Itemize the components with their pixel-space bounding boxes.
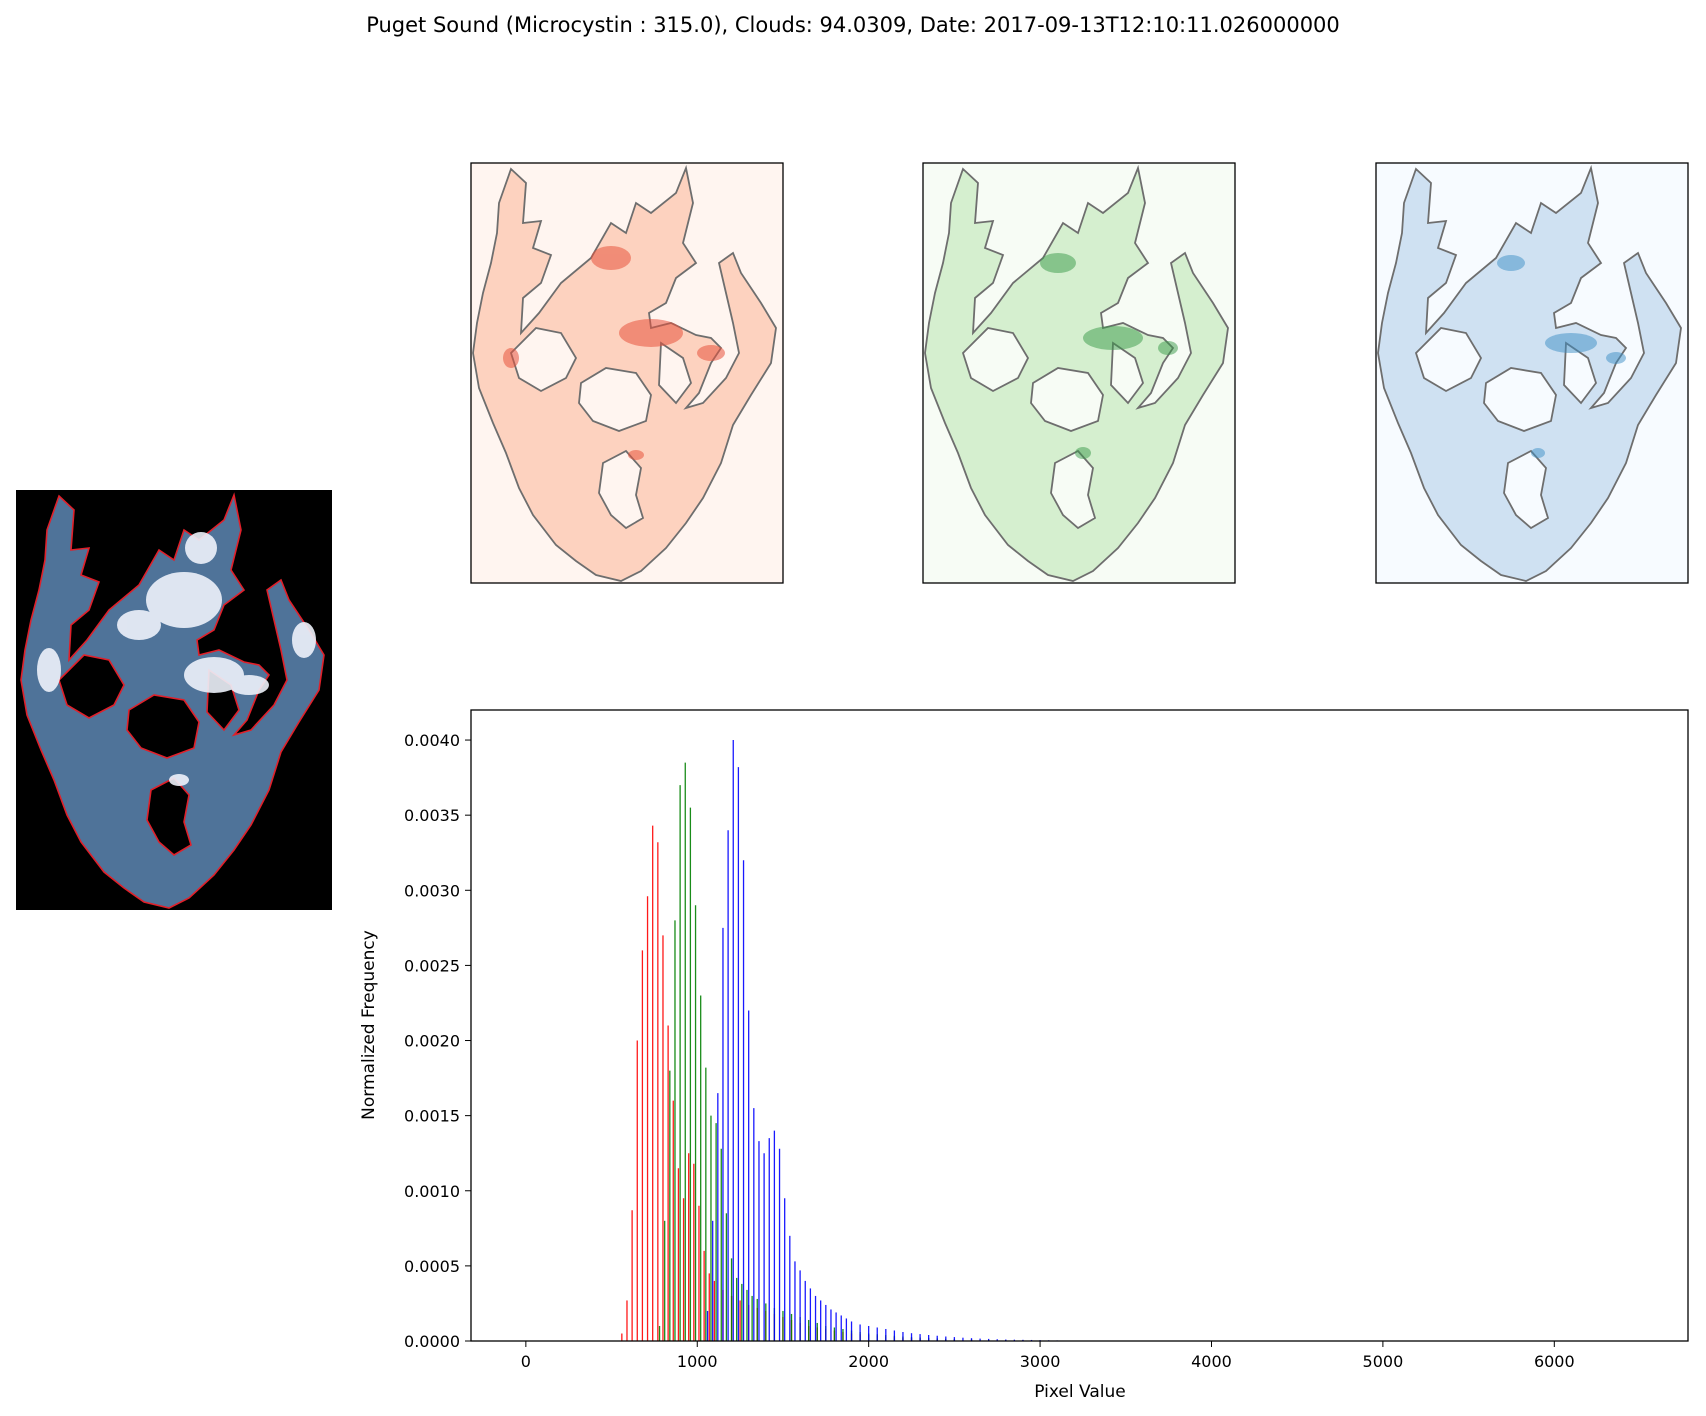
y-tick-label: 0.0020 bbox=[404, 1032, 460, 1051]
histogram-chart: 0 1000 2000 3000 4000 5000 6000 0.00000.00050.… bbox=[359, 709, 1689, 1402]
rgb-cloud-patches bbox=[37, 532, 316, 786]
y-tick-label: 0.0015 bbox=[404, 1107, 460, 1126]
y-tick-label: 0.0000 bbox=[404, 1332, 460, 1351]
y-tick-label: 0.0005 bbox=[404, 1257, 460, 1276]
histogram-axes-frame bbox=[470, 709, 1689, 1342]
x-tick-label: 6000 bbox=[1534, 1352, 1575, 1371]
x-axis-label: Pixel Value bbox=[1034, 1382, 1125, 1402]
x-tick-label: 0 bbox=[521, 1352, 531, 1371]
x-axis-ticks: 0 1000 2000 3000 4000 5000 6000 bbox=[521, 1341, 1575, 1371]
histogram-bars bbox=[621, 740, 1084, 1341]
blue-band-panel bbox=[1375, 162, 1689, 584]
green-band-panel bbox=[922, 162, 1236, 584]
blue-band-hotspots bbox=[1497, 255, 1626, 458]
rgb-composite-panel bbox=[16, 490, 332, 910]
green-band-hotspots bbox=[1040, 253, 1178, 459]
x-tick-label: 5000 bbox=[1363, 1352, 1404, 1371]
y-axis-ticks: 0.0000 0.0005 0.0010 0.0015 0.0020 0.0025 0.00… bbox=[404, 731, 471, 1351]
x-tick-label: 1000 bbox=[677, 1352, 718, 1371]
y-tick-label: 0.0025 bbox=[404, 956, 460, 975]
y-tick-label: 0.0010 bbox=[404, 1182, 460, 1201]
red-band-panel bbox=[470, 162, 784, 584]
x-tick-label: 2000 bbox=[848, 1352, 889, 1371]
y-axis-label: Normalized Frequency bbox=[359, 930, 379, 1120]
y-tick-label: 0.0040 bbox=[404, 731, 460, 750]
y-tick-label: 0.0030 bbox=[404, 881, 460, 900]
figure-title: Puget Sound (Microcystin : 315.0), Cloud… bbox=[366, 13, 1340, 37]
x-tick-label: 3000 bbox=[1020, 1352, 1061, 1371]
y-tick-label: 0.0035 bbox=[404, 806, 460, 825]
x-tick-label: 4000 bbox=[1191, 1352, 1232, 1371]
red-band-hotspots bbox=[503, 246, 725, 460]
